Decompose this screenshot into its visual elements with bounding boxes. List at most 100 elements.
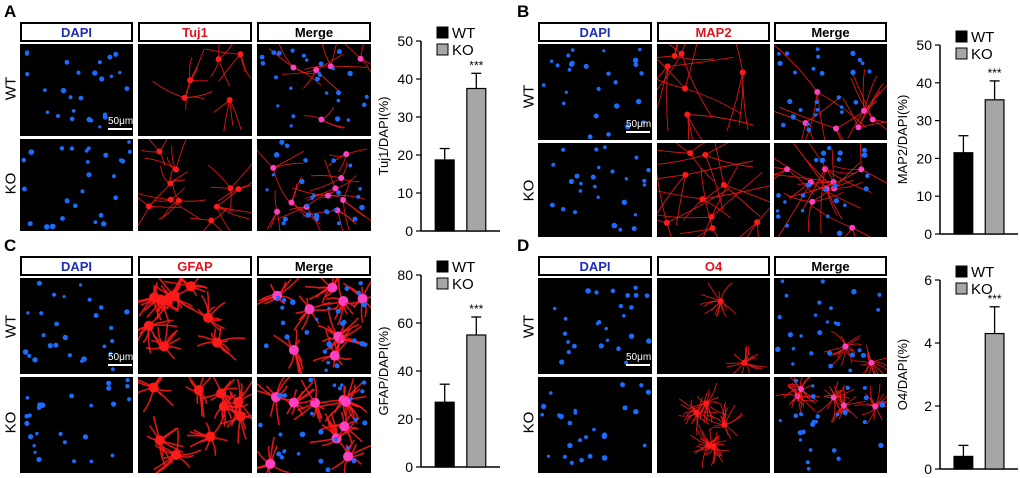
significance-label: *** [469,302,483,316]
scale-label: 50μm [626,352,652,363]
micrograph-image [678,382,744,468]
panel-letter-b: B [517,2,530,21]
bar-ko [984,332,1005,470]
micrograph-image [257,139,371,231]
y-tick-label: 0 [405,459,413,475]
legend-label-wt: WT [452,259,475,276]
y-axis-label: GFAP/DAPI(%) [376,327,391,416]
legend-swatch-wt [955,30,968,43]
micrograph-image [541,47,646,140]
header-dapi-d: DAPI [538,256,652,276]
header-merge-b: Merge [774,22,887,42]
y-tick-label: 30 [397,109,413,125]
y-tick-label: 2 [924,398,932,414]
header-merge-c: Merge [257,256,371,276]
micrograph-image [138,139,252,231]
header-merge-d: Merge [774,256,887,276]
micrograph [257,139,371,231]
micrograph-image [775,377,887,471]
legend-label-ko: KO [452,42,474,59]
micrograph [138,44,252,136]
y-tick-label: 50 [916,37,932,53]
micrograph-image [21,140,132,230]
legend-label-wt: WT [971,29,994,46]
micrograph [774,44,887,140]
micrograph [657,44,770,140]
scale-label: 50μm [108,352,134,363]
micrograph [257,278,371,374]
y-tick-label: 10 [397,185,413,201]
micrograph [20,139,133,231]
y-tick-label: 20 [397,147,413,163]
y-tick-label: 0 [405,223,413,239]
legend-swatch-wt [436,260,449,273]
y-tick-label: 0 [924,226,932,242]
header-marker-c: GFAP [138,256,252,276]
scale-bar: 50μm [626,352,652,366]
panel-letter-d: D [517,236,530,255]
micrograph-image [774,143,887,237]
micrograph [138,377,252,473]
header-marker-d: O4 [657,256,770,276]
y-tick-label: 20 [916,150,932,166]
header-marker-b: MAP2 [657,22,770,42]
scale-bar: 50μm [626,119,652,133]
y-tick-label: 4 [924,335,932,351]
micrograph-image [24,378,132,464]
micrograph-image [540,382,651,465]
y-tick-label: 6 [924,272,932,288]
y-tick-label: 40 [397,71,413,87]
y-tick-label: 60 [397,315,413,331]
scale-bar: 50μm [108,116,133,130]
y-tick-label: 20 [397,411,413,427]
significance-label: *** [988,66,1002,80]
legend-swatch-ko [436,277,449,290]
panel-letter-c: C [4,236,17,255]
micrograph [774,278,887,374]
micrograph-image [24,50,130,129]
micrograph [20,377,133,473]
micrograph [657,143,770,237]
bar-wt [953,455,974,470]
y-axis-label: O4/DAPI(%) [895,339,910,411]
legend-label-ko: KO [971,281,993,298]
micrograph [138,278,252,374]
y-tick-label: 10 [916,188,932,204]
micrograph [774,143,887,237]
micrograph [538,278,652,374]
y-axis-label: MAP2/DAPI(%) [895,95,910,185]
header-dapi-a: DAPI [20,22,133,42]
legend-swatch-ko [955,282,968,295]
micrograph-image [138,278,246,361]
y-tick-label: 30 [916,113,932,129]
micrograph-image [257,377,371,473]
y-tick-label: 0 [924,461,932,477]
scale-label: 50μm [626,119,652,130]
header-dapi-b: DAPI [538,22,652,42]
micrograph [20,44,133,136]
header-merge-a: Merge [257,22,371,42]
legend-swatch-wt [436,26,449,39]
panel-letter-a: A [4,2,17,21]
micrograph-image [138,377,252,473]
header-marker-a: Tuj1 [138,22,252,42]
micrograph [257,44,371,136]
micrograph [657,278,770,374]
legend-label-ko: KO [971,46,993,63]
micrograph [138,139,252,231]
micrograph [538,44,652,140]
legend-label-wt: WT [452,25,475,42]
legend-label-ko: KO [452,276,474,293]
micrograph [538,377,652,473]
micrograph [774,377,887,473]
y-tick-label: 40 [397,363,413,379]
micrograph-image [699,282,768,374]
micrograph [20,278,133,374]
micrograph [657,377,770,473]
